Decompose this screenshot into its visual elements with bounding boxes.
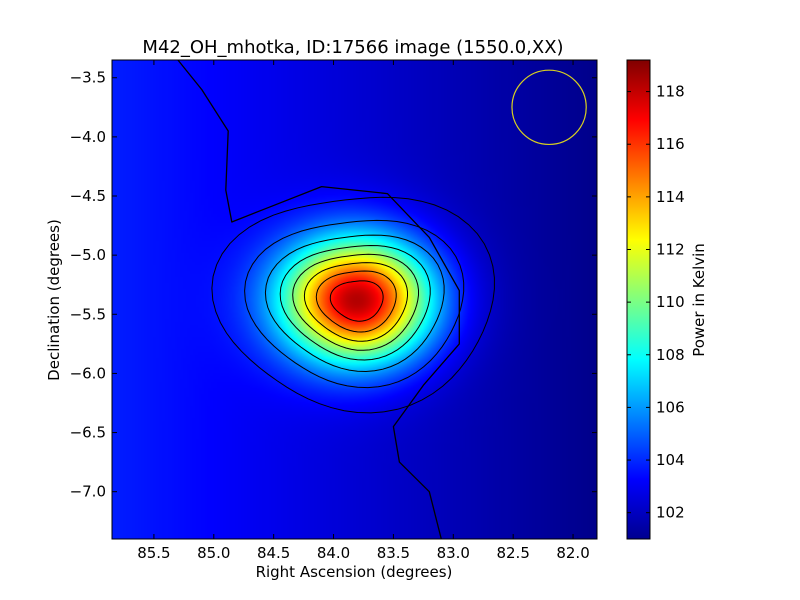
plot-area [111, 59, 598, 540]
colorbar-tick-label: 106 [656, 398, 685, 416]
x-axis: 85.5 85.0 84.5 84.0 83.5 83.0 82.5 82.0 [137, 60, 590, 562]
contour-line-outer [177, 60, 460, 539]
colorbar-tick-label: 112 [656, 240, 685, 258]
colorbar-tick-label: 104 [656, 451, 685, 469]
y-tick-label: −4.5 [70, 187, 106, 205]
heatmap-image [112, 60, 597, 539]
contour-line [244, 219, 465, 389]
plot-frame [111, 59, 598, 540]
x-axis-label: Right Ascension (degrees) [256, 563, 453, 581]
y-tick-label: −3.5 [70, 69, 106, 87]
contour-line [292, 253, 419, 351]
y-axis: −3.5 −4.0 −4.5 −5.0 −5.5 −6.0 −6.5 −7.0 [70, 69, 597, 501]
y-tick-label: −4.0 [70, 128, 106, 146]
colorbar-tick-label: 110 [656, 293, 685, 311]
x-tick-label: 85.5 [137, 544, 170, 562]
x-tick-label: 85.0 [197, 544, 230, 562]
beam-circle-group [511, 69, 587, 146]
colorbar-tick-label: 118 [656, 83, 685, 101]
colorbar-ticks: 102 104 106 108 110 112 114 116 118 [627, 83, 685, 522]
colorbar-tick-label: 114 [656, 188, 685, 206]
colorbar-label: Power in Kelvin [690, 243, 708, 357]
y-tick-label: −7.0 [70, 483, 106, 501]
x-tick-label: 83.5 [377, 544, 410, 562]
colorbar-tick-label: 116 [656, 135, 685, 153]
contour-line [264, 234, 445, 373]
colorbar-tick-label: 102 [656, 504, 685, 522]
y-tick-label: −5.0 [70, 246, 106, 264]
contour-line [211, 196, 495, 414]
x-tick-label: 84.0 [317, 544, 350, 562]
chart-title: M42_OH_mhotka, ID:17566 image (1550.0,XX… [142, 37, 563, 58]
contour-line [329, 280, 384, 322]
x-tick-label: 82.0 [556, 544, 589, 562]
y-tick-label: −6.5 [70, 424, 106, 442]
x-tick-label: 83.0 [437, 544, 470, 562]
contour-lines [177, 60, 495, 539]
y-axis-label: Declination (degrees) [45, 219, 63, 381]
contour-line [303, 262, 408, 342]
y-tick-label: −5.5 [70, 305, 106, 323]
x-tick-label: 82.5 [496, 544, 529, 562]
contour-line [279, 244, 431, 361]
colorbar: 102 104 106 108 110 112 114 116 118 Power in Kel… [626, 59, 708, 540]
colorbar-tick-label: 108 [656, 346, 685, 364]
y-tick-label: −6.0 [70, 364, 106, 382]
x-tick-label: 84.5 [257, 544, 290, 562]
colorbar-gradient [626, 59, 651, 540]
contour-line [315, 270, 397, 333]
beam-circle [511, 69, 587, 146]
